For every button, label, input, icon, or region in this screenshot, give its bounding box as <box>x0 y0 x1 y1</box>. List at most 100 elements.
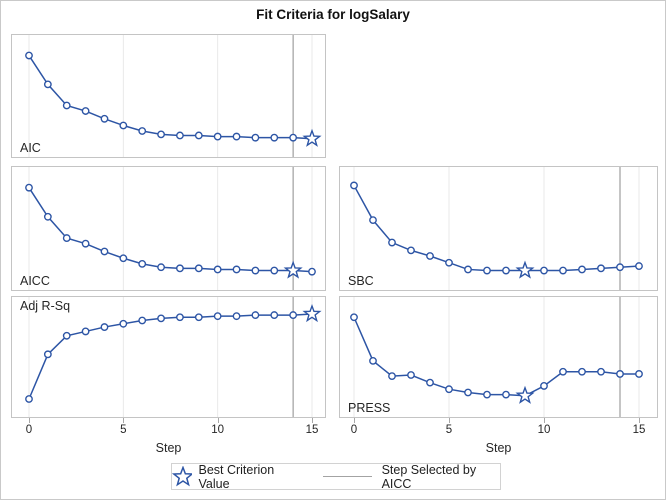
data-point <box>597 367 605 376</box>
data-point <box>388 372 396 381</box>
data-point <box>578 265 586 274</box>
data-point <box>62 101 71 110</box>
adj-r-sq-panel: Adj R-Sq <box>11 296 326 418</box>
data-point <box>25 395 33 403</box>
chart-canvas <box>11 166 326 291</box>
data-point <box>270 311 279 319</box>
data-point <box>157 314 165 323</box>
data-point <box>635 370 643 378</box>
criterion-series-line <box>28 187 313 273</box>
data-point <box>464 388 472 397</box>
data-point <box>616 263 624 272</box>
star-glyph <box>172 465 193 486</box>
legend-best-label: Best Criterion Value <box>198 462 275 491</box>
data-point <box>81 239 90 248</box>
data-point <box>270 133 279 142</box>
x-tick-label: 15 <box>632 424 646 436</box>
data-point <box>445 385 453 394</box>
ref-line-sample-icon <box>323 476 372 477</box>
data-point <box>578 367 586 376</box>
data-point <box>483 266 491 275</box>
data-point <box>194 313 203 322</box>
data-point <box>502 266 510 275</box>
panel-border <box>339 166 658 291</box>
data-point <box>119 121 128 130</box>
data-point <box>350 181 358 190</box>
press-panel: PRESS <box>339 296 658 418</box>
data-point <box>232 265 241 274</box>
data-point <box>62 234 71 242</box>
best-criterion-star <box>302 128 322 147</box>
data-point <box>43 80 52 89</box>
panel-border <box>11 296 326 418</box>
data-point <box>635 262 643 270</box>
x-tick-label: 5 <box>445 424 453 436</box>
chart-canvas <box>11 296 326 418</box>
criterion-series-line <box>353 316 639 397</box>
data-point <box>232 132 241 141</box>
data-point <box>251 311 260 319</box>
data-point <box>157 130 165 139</box>
data-point <box>251 133 260 142</box>
data-point <box>81 107 90 115</box>
data-point <box>194 131 203 140</box>
data-point <box>43 212 52 221</box>
x-tick-label: 10 <box>537 424 551 436</box>
chart-canvas <box>339 166 658 291</box>
data-point <box>62 331 71 340</box>
data-point <box>407 371 415 379</box>
data-point <box>194 264 203 273</box>
data-point <box>369 356 377 365</box>
data-point <box>464 265 472 274</box>
data-point <box>540 382 548 390</box>
criterion-series-line <box>28 313 313 400</box>
data-point <box>213 312 222 321</box>
best-criterion-star <box>302 303 322 323</box>
data-point <box>138 316 147 325</box>
x-tick <box>354 418 355 423</box>
x-tick <box>544 418 545 423</box>
data-point <box>559 367 567 376</box>
x-tick <box>29 418 30 423</box>
data-point <box>289 133 298 142</box>
aic-panel: AIC <box>11 34 326 158</box>
data-point <box>502 390 510 399</box>
data-point <box>100 247 109 256</box>
legend-ref-label: Step Selected by AICC <box>381 462 477 491</box>
best-criterion-star <box>283 260 303 279</box>
best-criterion-star <box>515 260 535 279</box>
data-point <box>483 390 491 399</box>
x-tick-label: 0 <box>350 424 358 436</box>
x-tick-label: 5 <box>120 424 127 436</box>
chart-title: Fit Criteria for logSalary <box>256 7 410 22</box>
criterion-series-line <box>28 55 313 140</box>
data-point <box>426 378 434 387</box>
data-point <box>445 258 453 267</box>
data-point <box>232 312 241 321</box>
best-criterion-star <box>515 385 535 404</box>
data-point <box>100 323 109 331</box>
data-point <box>176 131 184 140</box>
criterion-series-line <box>353 185 640 272</box>
data-point <box>25 183 33 192</box>
data-point <box>81 327 90 336</box>
x-tick <box>123 418 125 423</box>
data-point <box>119 319 128 328</box>
data-point <box>407 246 415 255</box>
x-tick <box>312 418 313 423</box>
data-point <box>559 266 567 275</box>
aicc-panel: AICC <box>11 166 326 291</box>
data-point <box>350 313 358 322</box>
data-point <box>25 51 33 60</box>
x-tick-label: 10 <box>211 424 225 436</box>
chart-canvas <box>11 34 326 158</box>
data-point <box>308 267 316 276</box>
panel-border <box>11 34 326 158</box>
x-axis-title: Step <box>485 441 512 455</box>
chart-canvas <box>339 296 658 418</box>
panel-border <box>339 296 658 418</box>
x-tick <box>217 418 219 423</box>
data-point <box>251 266 260 275</box>
legend: Best Criterion Value Step Selected by AI… <box>171 462 501 491</box>
panel-border <box>11 166 326 291</box>
